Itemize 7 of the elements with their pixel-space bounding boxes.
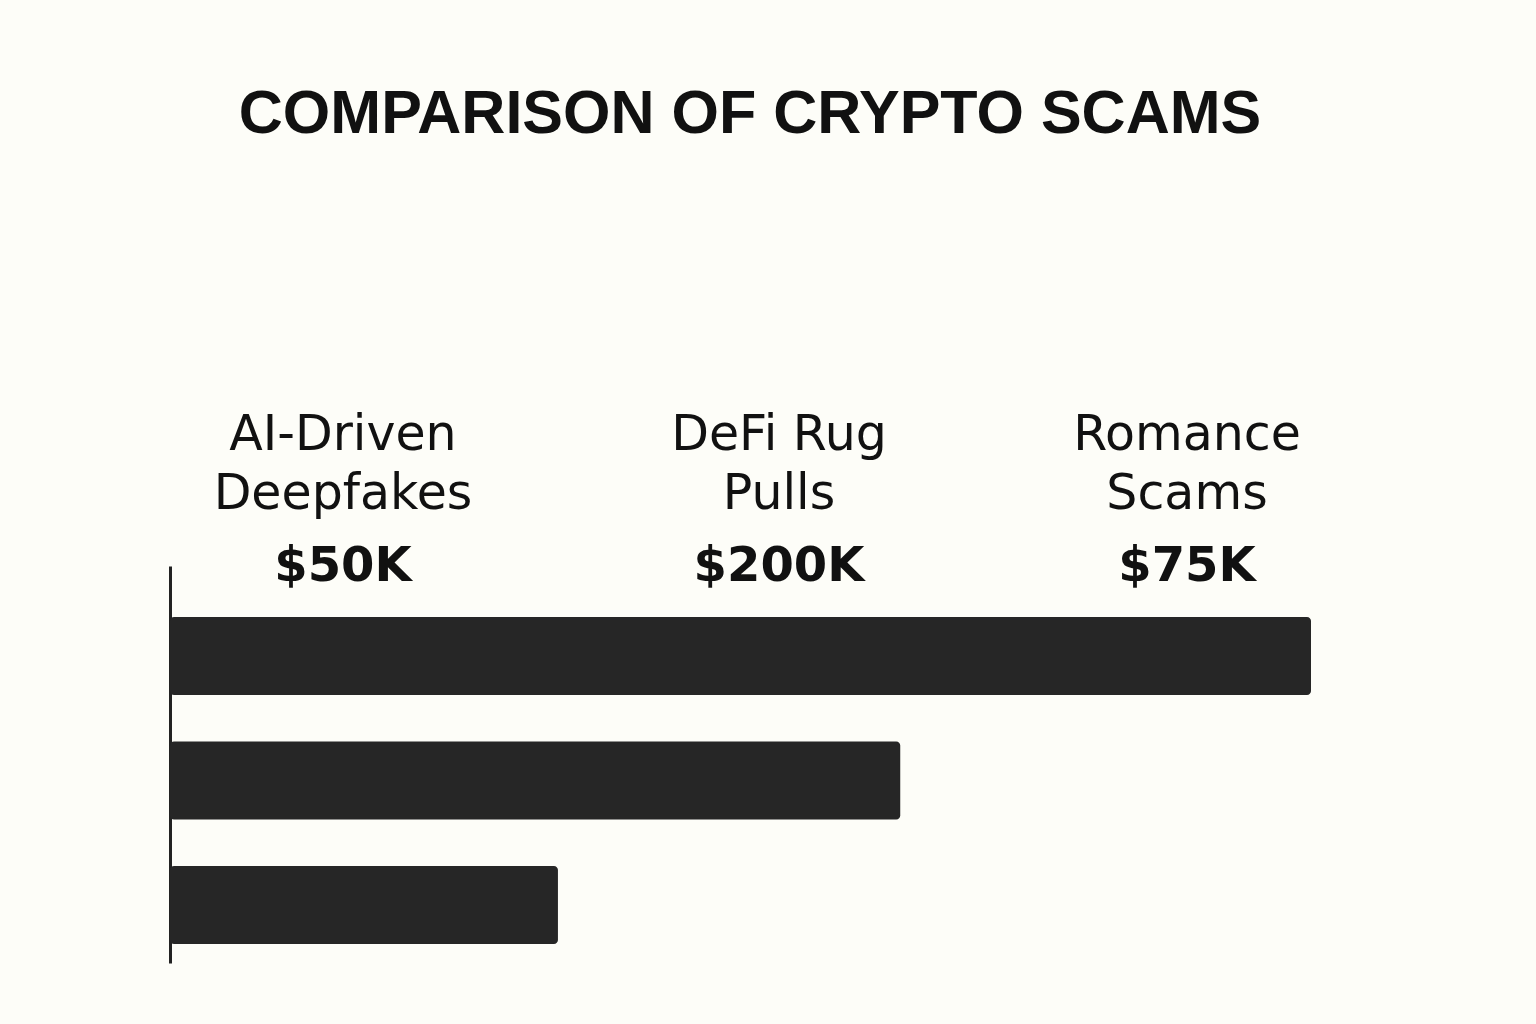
annotation: $75K <box>1118 536 1258 592</box>
text: AI-Driven Deepfakes <box>213 405 473 521</box>
text: Romance Scams <box>1073 405 1301 521</box>
text: DeFi Rug Pulls <box>671 405 887 521</box>
annotation: $50K <box>274 536 414 592</box>
annotation: $200K <box>693 536 867 592</box>
chart-title: COMPARISON OF CRYPTO SCAMS <box>238 78 1262 146</box>
